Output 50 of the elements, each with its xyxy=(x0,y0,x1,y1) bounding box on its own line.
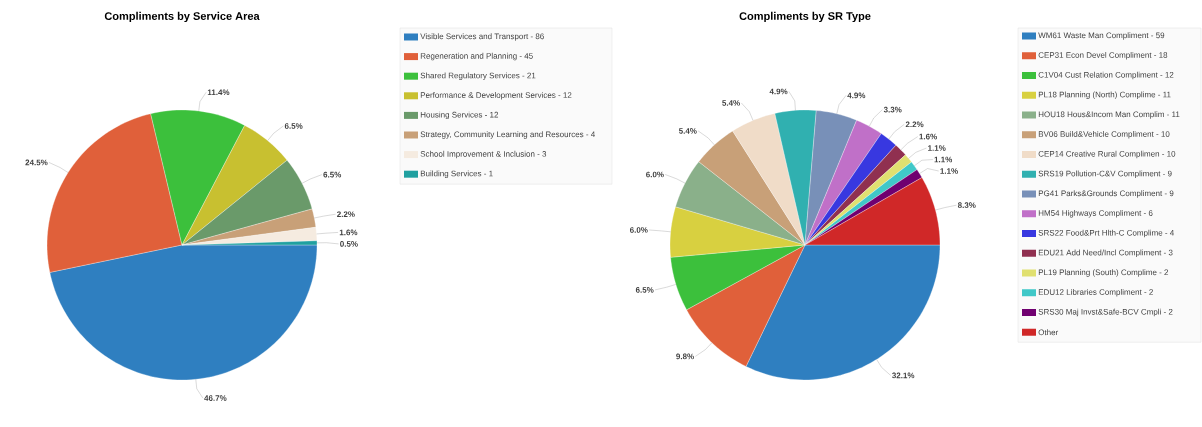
data-label: 9.8% xyxy=(676,353,694,360)
data-label: 1.1% xyxy=(928,145,946,151)
legend-label: BV06 Build&Vehicle Compliment - 10 xyxy=(1038,131,1170,139)
legend-label: Performance & Development Services - 12 xyxy=(420,92,572,100)
data-label: 32.1% xyxy=(892,372,915,379)
data-label: 4.9% xyxy=(769,88,788,95)
legend-label: PL19 Planning (South) Complime - 2 xyxy=(1038,269,1169,277)
data-label: 6.0% xyxy=(646,171,664,178)
data-label: 6.5% xyxy=(635,287,654,293)
data-label: 2.2% xyxy=(905,121,924,128)
legend-label: Other xyxy=(1038,329,1059,336)
legend-label: Shared Regulatory Services - 21 xyxy=(420,72,536,80)
data-label: 11.4% xyxy=(207,89,230,96)
legend-label: Regeneration and Planning - 45 xyxy=(420,52,533,61)
data-label: 6.5% xyxy=(323,171,342,178)
data-label: 0.5% xyxy=(340,241,358,247)
legend-label: PG41 Parks&Grounds Compliment - 9 xyxy=(1038,190,1174,198)
data-label: 1.6% xyxy=(919,133,937,140)
data-label: 5.4% xyxy=(722,100,740,106)
legend-label: EDU21 Add Need/Incl Compliment - 3 xyxy=(1038,249,1173,257)
legend-label: SRS19 Pollution-C&V Compliment - 9 xyxy=(1038,170,1172,178)
legend-label: Building Services - 1 xyxy=(420,170,493,178)
data-label: 6.0% xyxy=(629,227,648,233)
legend-label: WM61 Waste Man Compliment - 59 xyxy=(1038,32,1165,40)
legend-label: SRS30 Maj Invst&Safe-BCV Cmpli - 2 xyxy=(1038,308,1173,317)
chart-title: Compliments by SR Type xyxy=(739,11,871,23)
legend-label: HM54 Highways Compliment - 6 xyxy=(1038,210,1153,218)
legend-label: PL18 Planning (North) Complime - 11 xyxy=(1038,91,1171,99)
legend-label: EDU12 Libraries Compliment - 2 xyxy=(1038,289,1153,297)
legend-label: HOU18 Hous&Incom Man Complim - 11 xyxy=(1038,111,1180,119)
data-label: 6.5% xyxy=(284,123,303,129)
chart-title: Compliments by Service Area xyxy=(104,11,260,23)
data-label: 24.5% xyxy=(25,159,48,166)
data-label: 2.2% xyxy=(337,211,355,218)
legend-label: School Improvement & Inclusion - 3 xyxy=(420,150,547,159)
data-label: 1.1% xyxy=(934,156,953,163)
legend-label: CEP31 Econ Devel Compliment - 18 xyxy=(1038,52,1168,60)
legend-label: Strategy, Community Learning and Resources - 4 xyxy=(420,131,595,139)
data-label: 3.3% xyxy=(883,106,902,113)
data-label: 1.6% xyxy=(339,229,358,236)
data-label: 4.9% xyxy=(847,92,866,99)
data-label: 5.4% xyxy=(678,128,697,134)
legend-label: C1V04 Cust Relation Compliment - 12 xyxy=(1038,71,1174,80)
legend-label: Housing Services - 12 xyxy=(420,111,499,120)
data-label: 8.3% xyxy=(957,202,976,209)
legend-label: Visible Services and Transport - 86 xyxy=(420,33,544,41)
legend-label: CEP14 Creative Rural Complimen - 10 xyxy=(1038,150,1176,159)
legend-label: SRS22 Food&Prt Hlth-C Complime - 4 xyxy=(1038,229,1174,238)
data-label: 1.1% xyxy=(940,168,958,174)
data-label: 46.7% xyxy=(204,395,227,401)
